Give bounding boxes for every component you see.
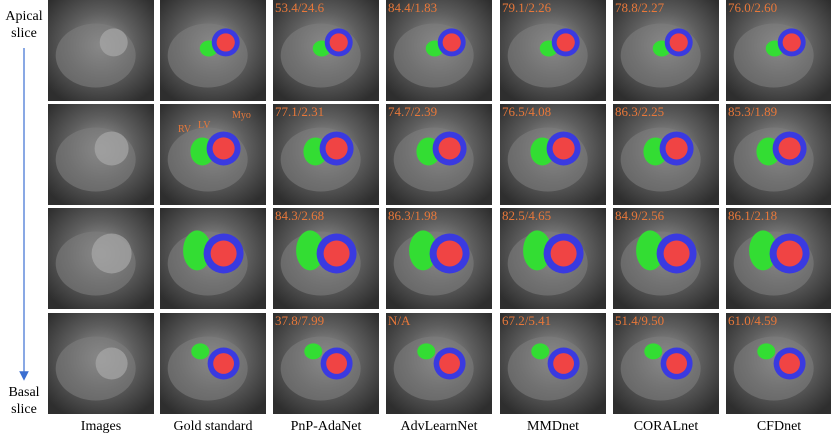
rv-segmentation <box>523 230 552 271</box>
score: 53.4/24.6 <box>275 0 325 15</box>
rv-segmentation <box>757 343 776 360</box>
score: N/A <box>388 313 411 328</box>
score: 84.3/2.68 <box>275 208 324 223</box>
lv-segmentation <box>436 240 463 267</box>
lv-segmentation <box>552 137 575 160</box>
row-label: Basal <box>8 385 39 400</box>
score: 82.5/4.65 <box>502 208 551 223</box>
column-label: CORALnet <box>634 419 699 434</box>
score: 76.0/2.60 <box>728 0 777 15</box>
lv-segmentation <box>778 137 801 160</box>
lv-segmentation <box>323 240 350 267</box>
score: 51.4/9.50 <box>615 313 664 328</box>
rv-segmentation <box>409 230 438 271</box>
column-label: MMDnet <box>527 419 579 434</box>
rv-segmentation <box>183 230 212 271</box>
lv-segmentation <box>326 353 347 374</box>
heart <box>99 28 128 57</box>
lv-segmentation <box>550 240 577 267</box>
lv-segmentation <box>442 33 461 52</box>
rv-segmentation <box>531 343 550 360</box>
score: 61.0/4.59 <box>728 313 777 328</box>
column-label: Gold standard <box>174 419 253 434</box>
lv-segmentation <box>553 353 574 374</box>
score: 86.3/1.98 <box>388 208 437 223</box>
score: 86.3/2.25 <box>615 104 664 119</box>
lv-segmentation <box>213 353 235 374</box>
column-label: CFDnet <box>757 419 801 434</box>
lv-segmentation <box>438 137 461 160</box>
lv-segmentation <box>210 240 237 267</box>
row-label: slice <box>11 402 37 417</box>
heart <box>91 233 132 274</box>
score: 74.7/2.39 <box>388 104 437 119</box>
lv-segmentation <box>782 33 801 52</box>
score: 86.1/2.18 <box>728 208 777 223</box>
row-label: slice <box>11 26 37 41</box>
lv-segmentation <box>669 33 688 52</box>
rv-segmentation <box>749 230 778 271</box>
rv-segmentation <box>417 343 436 360</box>
lv-segmentation <box>666 353 687 374</box>
score: 78.8/2.27 <box>615 0 665 15</box>
rv-segmentation <box>644 343 663 360</box>
annotation: LV <box>198 120 211 131</box>
score: 67.2/5.41 <box>502 313 551 328</box>
rv-segmentation <box>296 230 325 271</box>
score: 84.9/2.56 <box>615 208 665 223</box>
column-label: Images <box>81 419 121 434</box>
lv-segmentation <box>439 353 460 374</box>
lv-segmentation <box>776 240 803 267</box>
annotation: Myo <box>232 110 251 121</box>
lv-segmentation <box>556 33 575 52</box>
lv-segmentation <box>325 137 348 160</box>
lv-segmentation <box>665 137 688 160</box>
lv-segmentation <box>212 137 235 160</box>
rv-segmentation <box>191 343 210 360</box>
score: 76.5/4.08 <box>502 104 551 119</box>
lv-segmentation <box>779 353 800 374</box>
heart <box>94 131 129 166</box>
column-label: PnP-AdaNet <box>291 419 362 434</box>
rv-segmentation <box>304 343 323 360</box>
lv-segmentation <box>329 33 348 52</box>
score: 37.8/7.99 <box>275 313 324 328</box>
score: 79.1/2.26 <box>502 0 552 15</box>
row-label: Apical <box>5 9 42 24</box>
column-label: AdvLearnNet <box>401 419 478 434</box>
score: 77.1/2.31 <box>275 104 324 119</box>
score: 85.3/1.89 <box>728 104 777 119</box>
lv-segmentation <box>216 33 235 52</box>
heart <box>95 347 128 380</box>
lv-segmentation <box>663 240 690 267</box>
annotation: RV <box>178 124 192 135</box>
rv-segmentation <box>636 230 665 271</box>
score: 84.4/1.83 <box>388 0 437 15</box>
